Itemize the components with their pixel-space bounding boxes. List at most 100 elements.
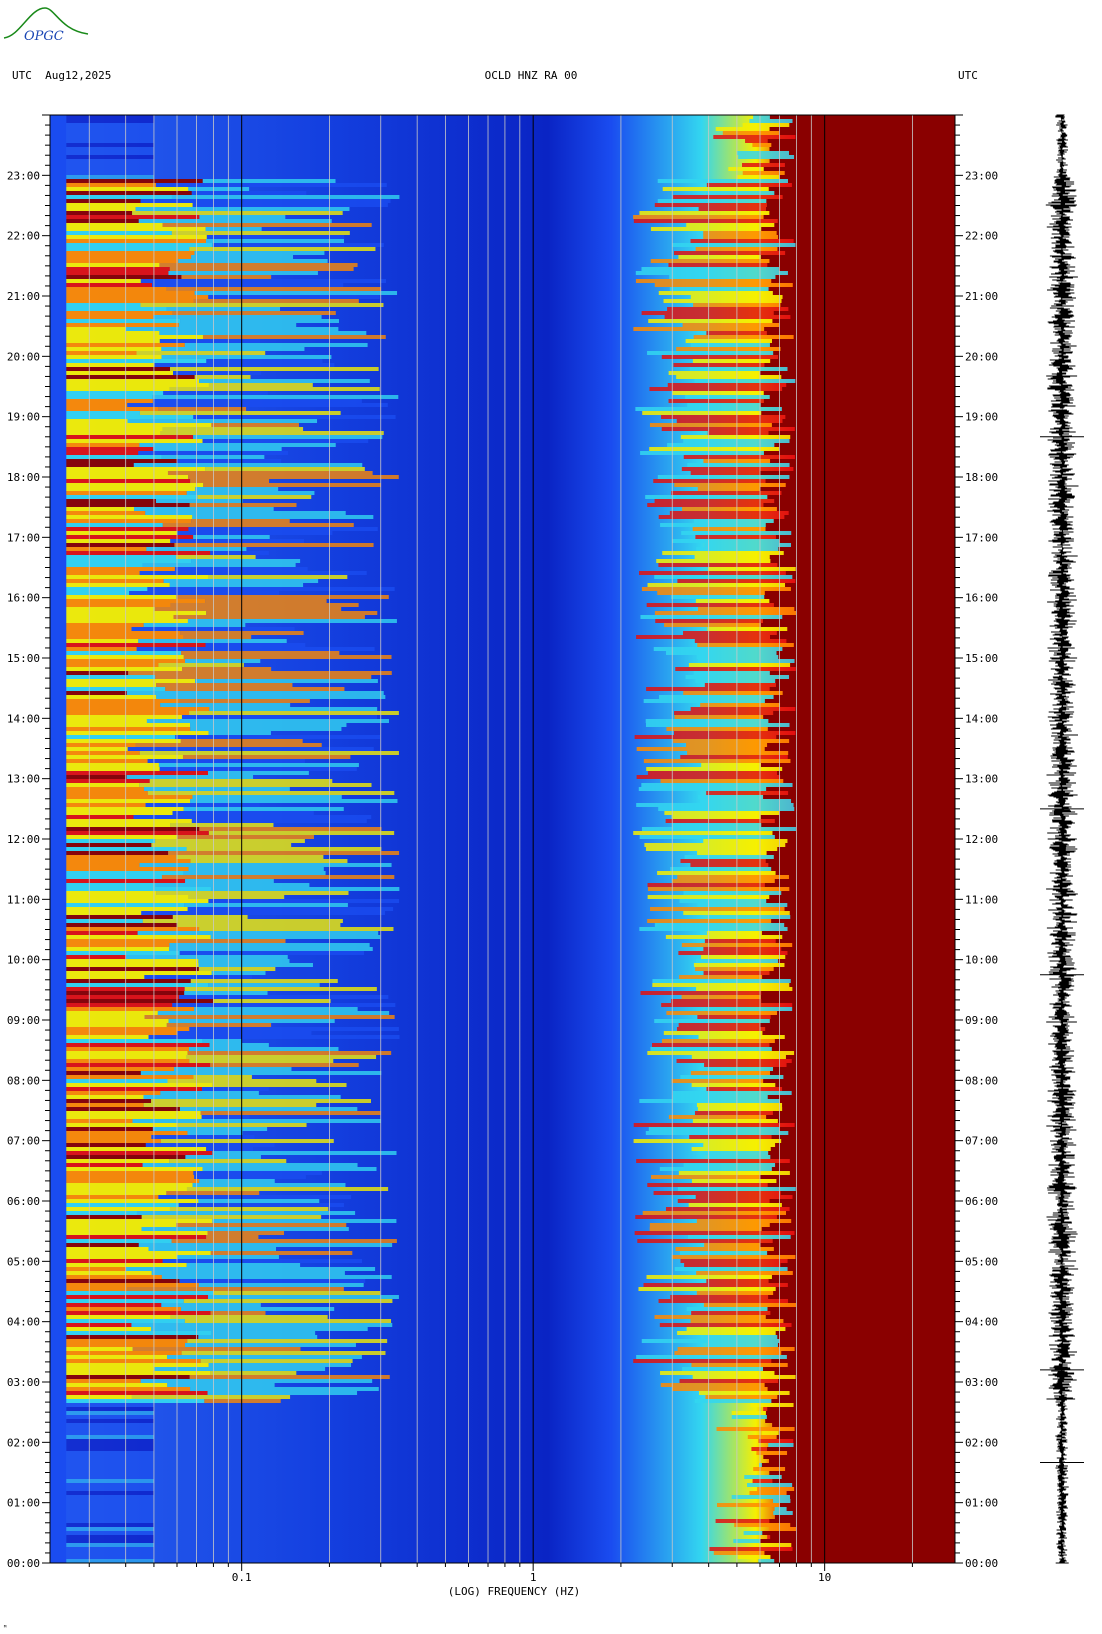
spectrum-row-saturated	[779, 1127, 955, 1131]
spectrum-row-low	[66, 791, 148, 795]
spectrum-row-low	[66, 211, 133, 215]
spectrum-row-high	[688, 1203, 797, 1207]
spectrum-row-low	[66, 851, 169, 855]
spectrum-row-low	[66, 467, 206, 471]
spectrum-row-saturated	[761, 991, 955, 995]
spectrum-row-mid	[133, 815, 372, 819]
spectrum-row-saturated	[794, 1123, 955, 1127]
spectrum-row-low	[66, 1435, 154, 1439]
spectrum-row-low	[66, 843, 152, 847]
spectrum-row-mid	[139, 571, 367, 575]
spectrum-row-saturated	[784, 171, 955, 175]
spectrum-row-low	[66, 519, 192, 523]
spectrum-row-low	[66, 495, 198, 499]
spectrum-row-mid	[193, 435, 383, 439]
spectrum-row-low	[66, 351, 137, 355]
spectrum-row-low	[66, 819, 192, 823]
spectrum-row-high	[635, 407, 797, 411]
spectrum-row-high	[704, 543, 797, 547]
spectrum-row-low	[66, 555, 176, 559]
spectrum-row-low	[66, 1175, 195, 1179]
spectrum-row-saturated	[790, 435, 955, 439]
spectrum-row-saturated	[778, 655, 955, 659]
spectrum-row-high	[634, 735, 797, 739]
spectrum-row-saturated	[763, 1367, 955, 1371]
spectrum-row-mid	[127, 1287, 344, 1291]
spectrum-row-high	[699, 1391, 797, 1395]
spectrum-row-high	[660, 523, 797, 527]
spectrum-row-low	[66, 1195, 159, 1199]
spectrum-row-high	[664, 811, 797, 815]
spectrum-row-mid	[210, 1251, 353, 1255]
spectrum-row-low	[66, 479, 191, 483]
spectrum-row-mid	[198, 1283, 364, 1287]
spectrum-row-low	[66, 1295, 209, 1299]
spectrum-row-mid	[208, 983, 320, 987]
spectrum-row-high	[645, 847, 797, 851]
header-right-label: UTC	[958, 69, 978, 82]
spectrum-row-saturated	[778, 355, 955, 359]
spectrum-row-high	[675, 1247, 797, 1251]
spectrum-row-mid	[210, 887, 400, 891]
spectrum-row-low	[66, 1259, 163, 1263]
spectrum-row-mid	[210, 1371, 297, 1375]
spectrum-row-high	[736, 151, 797, 155]
spectrum-row-low	[66, 647, 137, 651]
y-tick-label-left: 17:00	[7, 531, 40, 544]
spectrum-row-high	[639, 835, 797, 839]
spectrum-row-high	[676, 1059, 797, 1063]
spectrum-row-low	[66, 907, 188, 911]
spectrum-row-mid	[151, 1327, 368, 1331]
spectrum-row-saturated	[782, 295, 955, 299]
spectrum-row-mid	[208, 731, 271, 735]
spectrum-row-low	[66, 1339, 188, 1343]
spectrum-row-low	[66, 1471, 154, 1475]
y-tick-label-right: 17:00	[965, 531, 998, 544]
spectrum-row-mid	[139, 863, 392, 867]
spectrum-row-saturated	[787, 1259, 955, 1263]
spectrum-row-mid	[153, 447, 282, 451]
spectrum-row-mid	[170, 539, 305, 543]
spectrum-row-high	[667, 443, 797, 447]
spectrum-row-mid	[205, 227, 262, 231]
spectrum-row-high	[742, 123, 797, 127]
spectrum-row-low	[66, 743, 136, 747]
spectrum-row-high	[687, 751, 797, 755]
x-tick-label: 10	[818, 1571, 831, 1584]
spectrum-row-saturated	[771, 1135, 955, 1139]
spectrum-row-mid	[202, 1167, 377, 1171]
spectrum-row-saturated	[766, 203, 955, 207]
spectrum-row-low	[66, 1219, 213, 1223]
spectrum-row-saturated	[782, 387, 955, 391]
spectrum-row-saturated	[763, 391, 955, 395]
spectrum-row-mid	[136, 351, 266, 355]
spectrum-row-low	[66, 815, 134, 819]
spectrum-row-mid	[169, 1207, 329, 1211]
spectrum-row-mid	[160, 1091, 259, 1095]
footer-mark: ᴹ	[3, 1624, 7, 1632]
spectrum-row-high	[680, 1259, 797, 1263]
spectrum-row-saturated	[774, 499, 955, 503]
spectrum-row-saturated	[792, 575, 955, 579]
spectrum-row-saturated	[790, 315, 955, 319]
spectrum-row-low	[66, 643, 206, 647]
spectrum-row-high	[658, 1299, 797, 1303]
seismogram-trace	[1040, 114, 1084, 1564]
spectrum-row-mid	[135, 207, 350, 211]
spectrum-row-low	[66, 1279, 180, 1283]
spectrum-row-mid	[151, 1271, 345, 1275]
spectrum-row-high	[639, 927, 797, 931]
spectrum-row-mid	[142, 1163, 358, 1167]
spectrum-row-mid	[212, 1083, 347, 1087]
spectrum-row-low	[66, 867, 189, 871]
spectrum-row-mid	[151, 1135, 255, 1139]
spectrum-row-low	[66, 1079, 168, 1083]
spectrum-row-high	[679, 975, 797, 979]
spectrum-row-saturated	[780, 303, 955, 307]
spectrum-row-mid	[185, 879, 274, 883]
spectrum-row-low	[66, 291, 195, 295]
spectrum-row-mid	[166, 287, 382, 291]
spectrum-row-low	[66, 799, 191, 803]
spectrum-row-high	[715, 127, 797, 131]
spectrum-row-high	[647, 583, 797, 587]
